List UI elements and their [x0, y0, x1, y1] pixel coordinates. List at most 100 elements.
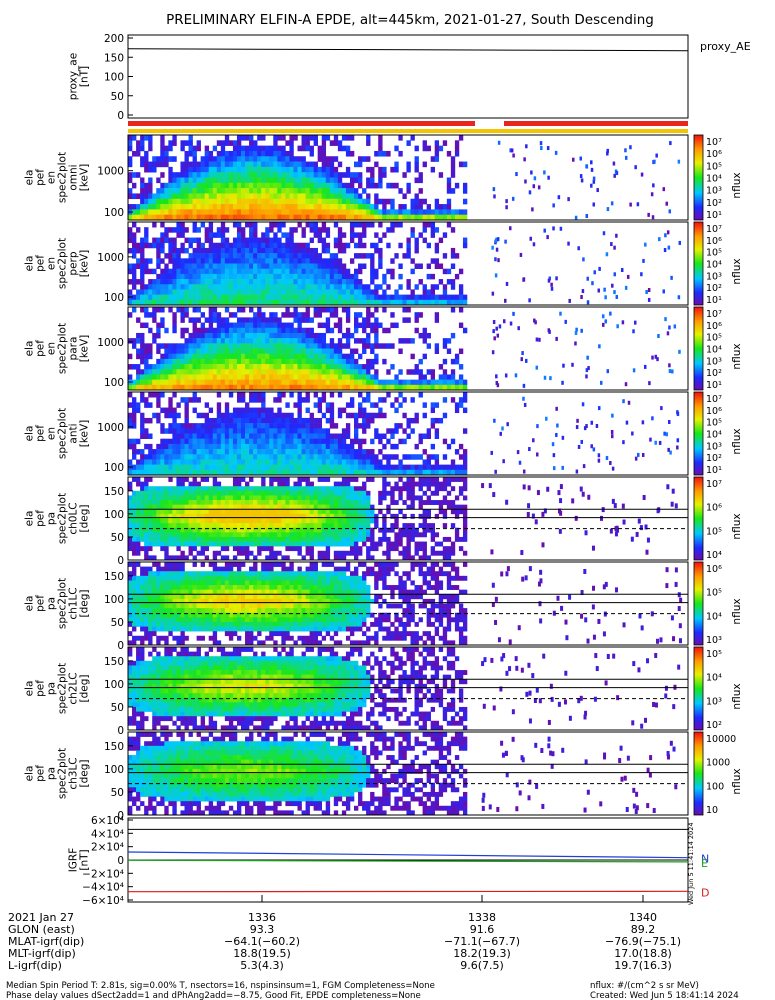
spectrogram-cell — [216, 343, 222, 349]
spectrogram-cell — [398, 263, 403, 269]
pa-cell — [188, 541, 193, 547]
pa-cell — [273, 532, 278, 538]
pa-cell — [337, 481, 343, 487]
spectrogram-cell — [277, 449, 282, 455]
spectrogram-cell — [220, 449, 226, 455]
spectrogram-cell — [358, 263, 363, 269]
spectrogram-cell — [144, 358, 149, 365]
spectrogram-cell — [378, 294, 383, 301]
spectrogram-cell — [406, 417, 411, 424]
spectrogram-cell — [144, 397, 149, 403]
spectrogram-cell — [132, 402, 137, 408]
spectrogram-cell — [136, 227, 141, 233]
spectrogram-cell — [144, 379, 149, 386]
spectrogram-cell — [293, 204, 298, 210]
spectrogram-cell — [317, 312, 323, 318]
spectrogram-cell — [265, 214, 270, 221]
spectrogram-cell — [212, 263, 218, 269]
pa-cell — [152, 527, 157, 533]
pa-cell — [349, 477, 355, 482]
spectrogram-cell — [406, 379, 411, 386]
spectrogram-cell — [269, 273, 274, 280]
spectrogram-cell — [148, 166, 153, 173]
spectrogram-cell — [249, 279, 254, 285]
spectrogram-cell — [128, 289, 133, 295]
spectrogram-cell — [446, 222, 452, 228]
spectrogram-cell — [208, 338, 214, 344]
spectrogram-cell — [212, 317, 218, 323]
spectrogram-cell — [374, 469, 379, 476]
spectrogram-cell — [341, 353, 347, 360]
spectrogram-cell — [204, 317, 210, 323]
spectrogram-cell — [394, 374, 399, 380]
spectrogram-cell — [220, 258, 226, 264]
spectrogram-cell — [212, 166, 218, 173]
pa-cell — [144, 509, 149, 515]
spectrogram-cell — [301, 338, 306, 344]
pa-cell — [277, 486, 282, 492]
spectrogram-cell — [236, 322, 242, 329]
pa-cell — [354, 477, 359, 482]
pa-cell — [253, 486, 258, 492]
spectrogram-cell — [249, 237, 254, 244]
spectrogram-cell — [333, 258, 339, 264]
spectrogram-cell — [156, 364, 161, 370]
spectrogram-cell — [208, 464, 214, 471]
spectrogram-cell — [241, 247, 246, 254]
spectrogram-cell — [148, 443, 153, 450]
spectrogram-cell — [216, 428, 222, 434]
spectrogram-cell — [543, 375, 547, 380]
spectrogram-cell — [398, 392, 403, 398]
spectrogram-cell — [216, 140, 222, 146]
spectrogram-cell — [245, 222, 250, 228]
spectrogram-cell — [438, 263, 444, 269]
spectrogram-cell — [434, 312, 440, 318]
spectrogram-cell — [567, 197, 570, 202]
pa-cell — [277, 509, 282, 515]
spectrogram-cell — [265, 198, 270, 205]
spectrogram-cell — [374, 198, 379, 205]
spectrogram-cell — [552, 203, 555, 208]
spectrogram-cell — [402, 464, 407, 471]
pa-cell — [265, 536, 270, 542]
spectrogram-cell — [168, 449, 173, 455]
spectrogram-cell — [289, 247, 294, 254]
spectrogram-cell — [313, 459, 318, 465]
pa-cell — [289, 532, 294, 538]
spectrogram-cell — [317, 258, 323, 264]
spectrogram-cell — [301, 145, 306, 152]
spectrogram-cell — [128, 227, 133, 233]
spectrogram-cell — [293, 135, 298, 141]
pa-cell — [144, 513, 149, 519]
spectrogram-cell — [249, 166, 254, 173]
spectrogram-cell — [329, 449, 335, 455]
pa-cell — [366, 490, 371, 496]
spectrogram-cell — [522, 469, 526, 474]
spectrogram-cell — [136, 247, 141, 254]
spectrogram-cell — [293, 161, 298, 168]
pa-cell — [184, 486, 189, 492]
pa-cell — [301, 477, 306, 482]
spectrogram-cell — [313, 428, 318, 434]
spectrogram-cell — [333, 294, 339, 301]
spectrogram-cell — [289, 182, 294, 189]
spectrogram-cell — [188, 449, 193, 455]
pa-cell — [358, 495, 363, 501]
spec-en-anti-cbtick-5: 10² — [706, 453, 722, 464]
spectrogram-cell — [520, 357, 524, 362]
spectrogram-cell — [442, 140, 448, 146]
pa-cell — [354, 486, 359, 492]
spectrogram-cell — [354, 268, 359, 275]
spectrogram-cell — [446, 214, 452, 221]
pa-cell — [160, 527, 165, 533]
spectrogram-cell — [293, 433, 298, 439]
spectrogram-cell — [616, 324, 619, 329]
spectrogram-cell — [241, 307, 246, 313]
spectrogram-cell — [204, 338, 210, 344]
spectrogram-cell — [281, 258, 286, 264]
pa-cell — [148, 486, 153, 492]
spectrogram-cell — [321, 209, 327, 215]
spec-en-omni-cells — [128, 135, 681, 221]
spectrogram-cell — [305, 392, 310, 398]
spectrogram-cell — [144, 322, 149, 329]
